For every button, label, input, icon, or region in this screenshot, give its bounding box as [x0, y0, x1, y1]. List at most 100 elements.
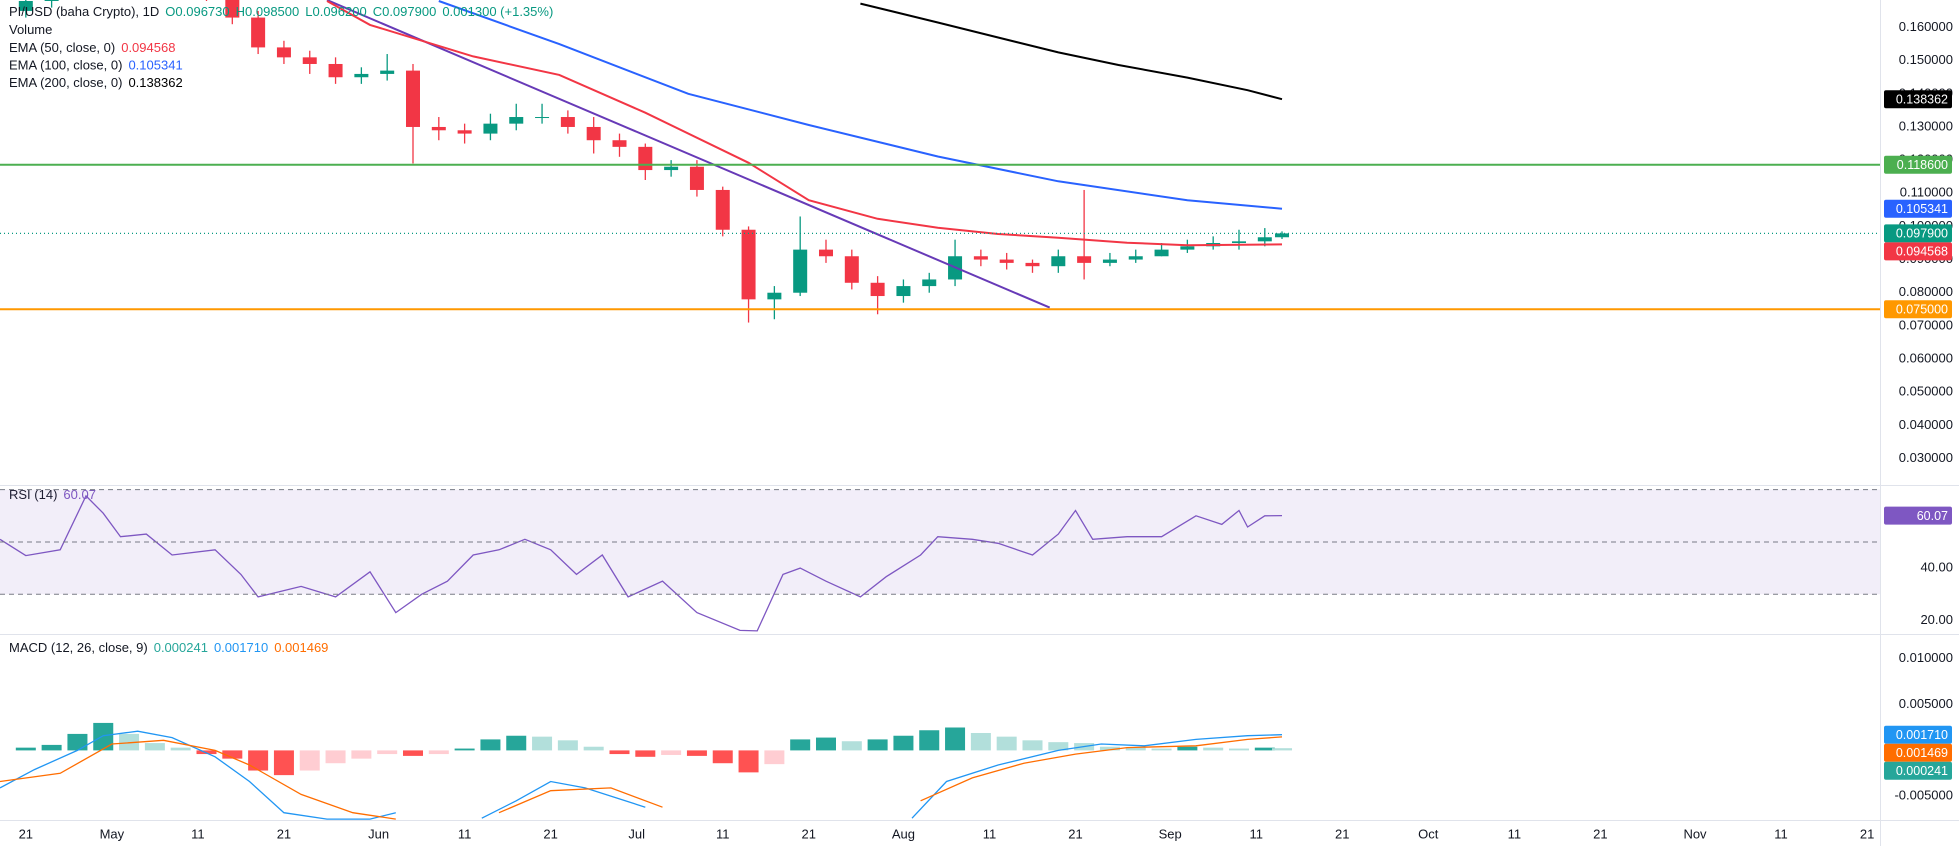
- histogram-bar: [480, 739, 501, 751]
- histogram-bar: [532, 736, 553, 751]
- candle-body: [1077, 256, 1092, 263]
- indicator-title: RSI (14): [9, 487, 57, 502]
- histogram-bar: [841, 741, 862, 751]
- rsi-line: [0, 494, 1283, 632]
- ohlc-label: C0.097900: [373, 4, 437, 19]
- x-tick-label: Nov: [1683, 826, 1707, 841]
- price-badge: [1884, 743, 1952, 762]
- price-badge: [1884, 199, 1952, 218]
- price-badge-label: 0.105341: [1896, 202, 1948, 216]
- histogram-bar: [867, 739, 888, 751]
- histogram-bar: [919, 730, 940, 751]
- candle-body: [818, 249, 833, 257]
- candle-body: [612, 140, 627, 147]
- x-tick-label: 21: [1860, 826, 1874, 841]
- price-badge-label: 0.001710: [1896, 728, 1948, 742]
- x-tick-label: 11: [1508, 826, 1522, 841]
- y-tick-label: 0.080000: [1899, 284, 1953, 299]
- candle-body: [509, 117, 524, 124]
- histogram-bar: [15, 747, 36, 751]
- ohlc-label: O0.096730: [165, 4, 229, 19]
- candle-body: [354, 73, 369, 78]
- candle-body: [973, 256, 988, 260]
- price-badge-label: 0.118600: [1897, 158, 1948, 172]
- price-badge: [1884, 506, 1952, 525]
- legend-value: 0.000241: [154, 640, 208, 655]
- x-tick-label: 11: [1774, 826, 1788, 841]
- candle-body: [1275, 233, 1290, 238]
- histogram-bar: [1151, 748, 1172, 751]
- x-tick-label: Jul: [628, 826, 645, 841]
- x-tick-label: 11: [458, 826, 472, 841]
- y-tick-label: 0.050000: [1899, 384, 1953, 399]
- histogram-bar: [1254, 747, 1275, 751]
- x-tick-label: Jun: [368, 826, 389, 841]
- candle-body: [1154, 249, 1169, 257]
- histogram-bar: [93, 722, 114, 751]
- histogram-bar: [996, 736, 1017, 751]
- histogram-bar: [222, 750, 243, 759]
- y-tick-label: 0.110000: [1900, 185, 1953, 200]
- ohlc-label: 0.001300 (+1.35%): [442, 4, 553, 19]
- ohlc-label: L0.096200: [305, 4, 366, 19]
- histogram-bar: [67, 733, 88, 751]
- legend-value: 0.138362: [128, 75, 182, 90]
- y-tick-label: 0.010000: [1899, 650, 1953, 665]
- histogram-bar: [1272, 748, 1293, 751]
- ema-line: [438, 0, 1283, 210]
- histogram-bar: [893, 735, 914, 751]
- candle-body: [560, 117, 575, 127]
- x-tick-label: 21: [1593, 826, 1607, 841]
- histogram-bar: [609, 750, 630, 755]
- price-badge-label: 0.075000: [1896, 303, 1948, 317]
- y-tick-label: 0.150000: [1899, 52, 1953, 67]
- pane-plot: [0, 494, 1283, 632]
- histogram-bar: [790, 739, 811, 751]
- x-tick-label: May: [100, 826, 125, 841]
- candle-body: [431, 126, 446, 131]
- trend-line: [326, 0, 1051, 309]
- price-badge: [1884, 90, 1952, 109]
- histogram-bar: [557, 740, 578, 751]
- legend-line: PI/USD (baha Crypto), 1D O0.096730 H0.0985…: [9, 4, 553, 19]
- y-tick-label: 0.040000: [1899, 417, 1953, 432]
- y-tick-label: -0.005000: [1894, 788, 1953, 803]
- candle-body: [1102, 259, 1117, 263]
- indicator-title: MACD (12, 26, close, 9): [9, 640, 148, 655]
- histogram-bar: [945, 727, 966, 751]
- price-badge: [1884, 242, 1952, 261]
- histogram-bar: [454, 748, 475, 751]
- histogram-bar: [970, 732, 991, 751]
- candle-body: [1257, 237, 1272, 242]
- histogram-bar: [170, 747, 191, 751]
- candle-body: [302, 57, 317, 64]
- histogram-bar: [712, 750, 733, 764]
- pane-plot: [18, 0, 1290, 323]
- histogram-bar: [377, 750, 398, 755]
- ema-line: [860, 2, 1283, 101]
- histogram-bar: [1228, 748, 1249, 751]
- candle-body: [896, 286, 911, 297]
- price-badge: [1884, 300, 1952, 319]
- price-badge-label: 0.094568: [1896, 245, 1948, 259]
- x-tick-label: 21: [1335, 826, 1349, 841]
- y-tick-label: 0.060000: [1899, 350, 1953, 365]
- candle-body: [1051, 256, 1066, 267]
- price-badge-label: 60.07: [1917, 509, 1948, 523]
- candle-body: [328, 63, 343, 78]
- x-tick-label: 21: [543, 826, 557, 841]
- candle-body: [1180, 246, 1195, 250]
- legend-value: 0.001710: [214, 640, 268, 655]
- y-tick-label: 0.130000: [1899, 118, 1953, 133]
- x-tick-label: 21: [19, 826, 33, 841]
- legend-line: EMA (200, close, 0) 0.138362: [9, 75, 183, 90]
- candle-body: [535, 117, 550, 119]
- y-tick-label: 0.030000: [1899, 450, 1953, 465]
- candle-body: [767, 292, 782, 300]
- legend-name: EMA (200, close, 0): [9, 75, 122, 90]
- y-tick-label: 0.160000: [1899, 19, 1953, 34]
- candle-body: [715, 189, 730, 230]
- legend-value: 60.07: [63, 487, 96, 502]
- candle-body: [483, 123, 498, 134]
